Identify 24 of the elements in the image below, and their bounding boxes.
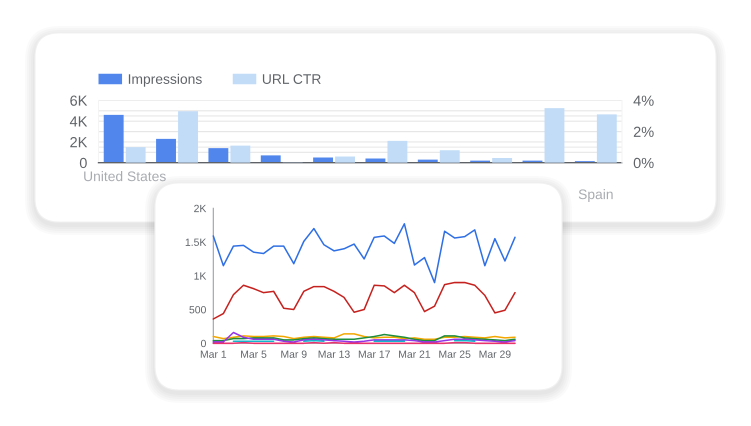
y-tick-label: 2K [70, 137, 88, 148]
y-tick-label: 0 [80, 158, 87, 168]
y-tick-label: 2K [194, 204, 206, 212]
x-tick-label: Spain [578, 189, 613, 202]
y-tick-label: 1.5K [186, 238, 206, 246]
x-tick-label: Mar 1 [200, 350, 226, 358]
legend-label: URL CTR [262, 74, 321, 84]
x-tick-label: Mar 5 [241, 350, 266, 358]
y-tick-label: 500 [189, 306, 206, 314]
x-tick-label: Mar 29 [480, 350, 511, 358]
y-tick-label: 0 [200, 340, 206, 348]
x-tick-label: United States [84, 171, 166, 182]
x-tick-label: Mar 21 [399, 350, 430, 358]
x-tick-label: Mar 9 [281, 350, 307, 358]
y-tick-label: 4K [70, 116, 88, 126]
y2-tick-label: 0% [634, 158, 654, 168]
y2-tick-label: 2% [634, 126, 654, 137]
x-tick-label: Mar 25 [439, 350, 470, 358]
y2-tick-label: 4% [633, 96, 654, 106]
y-tick-label: 6K [70, 96, 88, 106]
x-tick-label: Mar 17 [358, 350, 390, 358]
x-tick-label: Mar 13 [318, 350, 350, 358]
legend-label: Impressions [128, 74, 202, 87]
y-tick-label: 1K [194, 272, 206, 280]
